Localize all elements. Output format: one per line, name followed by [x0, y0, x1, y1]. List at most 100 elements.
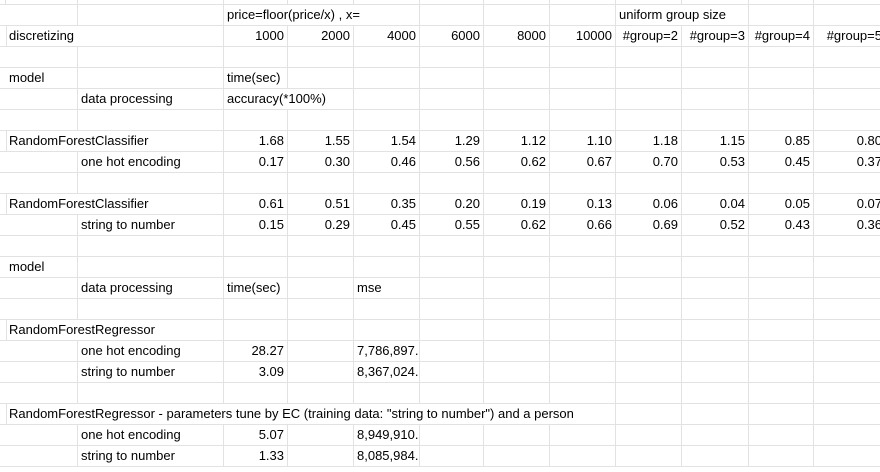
empty-cell[interactable]	[616, 383, 682, 404]
empty-cell[interactable]	[78, 236, 224, 257]
empty-cell[interactable]	[354, 47, 420, 68]
processing-label[interactable]: one hot encoding	[78, 341, 224, 362]
empty-cell[interactable]	[616, 362, 682, 383]
accuracy-value[interactable]: 0.17	[224, 152, 288, 173]
empty-cell[interactable]	[0, 194, 7, 215]
mse-label[interactable]: mse	[354, 278, 420, 299]
empty-cell[interactable]	[224, 404, 288, 425]
empty-cell[interactable]	[78, 68, 224, 89]
empty-cell[interactable]	[550, 68, 616, 89]
empty-cell[interactable]	[550, 341, 616, 362]
empty-cell[interactable]	[550, 299, 616, 320]
model-label[interactable]: model	[6, 257, 78, 278]
empty-cell[interactable]	[616, 341, 682, 362]
empty-cell[interactable]	[682, 47, 749, 68]
uniform-group-size-label[interactable]: uniform group size	[616, 5, 726, 26]
empty-cell[interactable]	[354, 383, 420, 404]
accuracy-value[interactable]: 0.43	[749, 215, 814, 236]
processing-label[interactable]: string to number	[78, 362, 224, 383]
empty-cell[interactable]	[0, 404, 7, 425]
x-value-header[interactable]: 10000	[550, 26, 616, 47]
empty-cell[interactable]	[749, 362, 814, 383]
empty-cell[interactable]	[288, 89, 354, 110]
empty-cell[interactable]	[6, 5, 78, 26]
empty-cell[interactable]	[78, 404, 224, 425]
empty-cell[interactable]	[550, 383, 616, 404]
time-value[interactable]: 0.13	[550, 194, 616, 215]
time-label[interactable]: time(sec)	[224, 278, 288, 299]
empty-cell[interactable]	[682, 5, 749, 26]
empty-cell[interactable]	[354, 257, 420, 278]
time-value[interactable]: 0.85	[749, 131, 814, 152]
empty-cell[interactable]	[6, 152, 78, 173]
empty-cell[interactable]	[6, 89, 78, 110]
time-label[interactable]: time(sec)	[224, 68, 288, 89]
accuracy-value[interactable]: 0.56	[420, 152, 484, 173]
empty-cell[interactable]	[484, 236, 550, 257]
empty-cell[interactable]	[616, 425, 682, 446]
empty-cell[interactable]	[224, 110, 288, 131]
empty-cell[interactable]	[420, 5, 484, 26]
classifier-model-name[interactable]: RandomForestClassifier	[6, 194, 148, 215]
empty-cell[interactable]	[484, 68, 550, 89]
processing-label[interactable]: one hot encoding	[78, 425, 224, 446]
empty-cell[interactable]	[682, 446, 749, 467]
empty-cell[interactable]	[616, 236, 682, 257]
empty-cell[interactable]	[682, 383, 749, 404]
empty-cell[interactable]	[484, 173, 550, 194]
empty-cell[interactable]	[484, 299, 550, 320]
empty-cell[interactable]	[814, 425, 880, 446]
empty-cell[interactable]	[420, 236, 484, 257]
empty-cell[interactable]	[749, 173, 814, 194]
empty-cell[interactable]	[420, 257, 484, 278]
accuracy-value[interactable]: 0.29	[288, 215, 354, 236]
empty-cell[interactable]	[814, 299, 880, 320]
empty-cell[interactable]	[616, 173, 682, 194]
empty-cell[interactable]	[354, 299, 420, 320]
empty-cell[interactable]	[616, 278, 682, 299]
empty-cell[interactable]	[616, 446, 682, 467]
empty-cell[interactable]	[6, 278, 78, 299]
empty-cell[interactable]	[550, 278, 616, 299]
empty-cell[interactable]	[420, 341, 484, 362]
time-value[interactable]: 0.05	[749, 194, 814, 215]
empty-cell[interactable]	[288, 278, 354, 299]
accuracy-value[interactable]: 0.45	[354, 215, 420, 236]
processing-label[interactable]: string to number	[78, 446, 224, 467]
empty-cell[interactable]	[288, 299, 354, 320]
empty-cell[interactable]	[484, 5, 550, 26]
x-value-header[interactable]: 2000	[288, 26, 354, 47]
accuracy-value[interactable]: 0.37	[814, 152, 880, 173]
accuracy-value[interactable]: 0.62	[484, 152, 550, 173]
empty-cell[interactable]	[682, 110, 749, 131]
empty-cell[interactable]	[224, 299, 288, 320]
empty-cell[interactable]	[682, 173, 749, 194]
mse-value[interactable]: 8,949,910.	[354, 425, 420, 446]
empty-cell[interactable]	[682, 341, 749, 362]
accuracy-value[interactable]: 0.62	[484, 215, 550, 236]
empty-cell[interactable]	[78, 194, 224, 215]
empty-cell[interactable]	[550, 404, 616, 425]
group-header[interactable]: #group=4	[749, 26, 814, 47]
empty-cell[interactable]	[682, 257, 749, 278]
empty-cell[interactable]	[288, 341, 354, 362]
empty-cell[interactable]	[484, 383, 550, 404]
empty-cell[interactable]	[288, 47, 354, 68]
regressor-model-name[interactable]: RandomForestRegressor	[6, 320, 155, 341]
empty-cell[interactable]	[749, 341, 814, 362]
empty-cell[interactable]	[749, 425, 814, 446]
time-value[interactable]: 1.18	[616, 131, 682, 152]
empty-cell[interactable]	[78, 173, 224, 194]
empty-cell[interactable]	[682, 278, 749, 299]
x-value-header[interactable]: 6000	[420, 26, 484, 47]
empty-cell[interactable]	[749, 383, 814, 404]
empty-cell[interactable]	[814, 5, 880, 26]
empty-cell[interactable]	[420, 446, 484, 467]
x-value-header[interactable]: 4000	[354, 26, 420, 47]
empty-cell[interactable]	[420, 425, 484, 446]
empty-cell[interactable]	[749, 299, 814, 320]
time-value[interactable]: 0.80	[814, 131, 880, 152]
empty-cell[interactable]	[6, 299, 78, 320]
empty-cell[interactable]	[814, 47, 880, 68]
time-value[interactable]: 28.27	[224, 341, 288, 362]
